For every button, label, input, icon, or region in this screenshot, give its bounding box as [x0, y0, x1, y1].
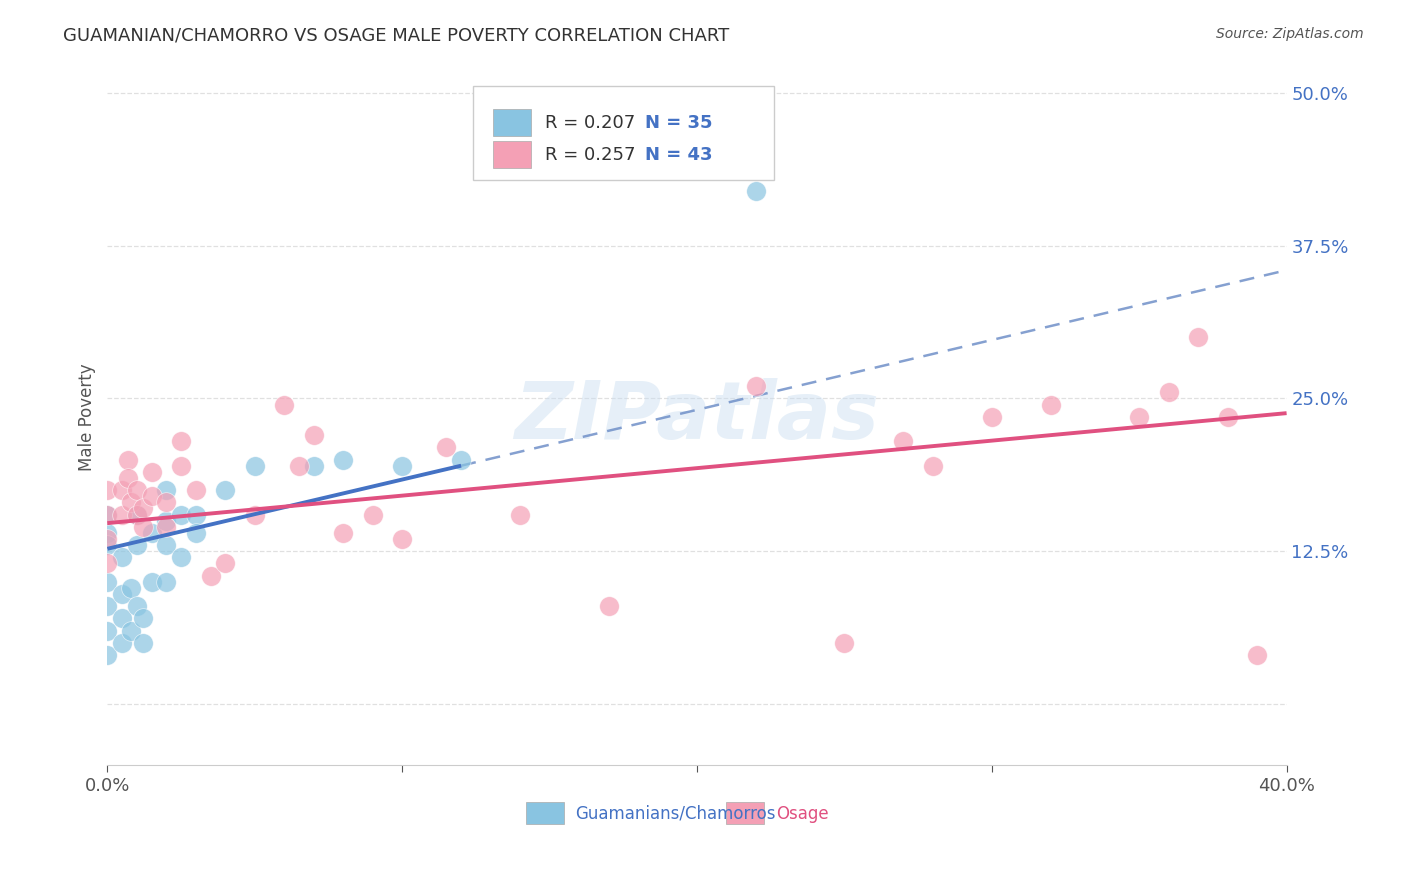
- Point: [96, 557, 118, 571]
- Point: [120, 581, 142, 595]
- Point: [111, 587, 134, 601]
- Point: [184, 525, 207, 540]
- Point: [132, 501, 155, 516]
- Point: [111, 611, 134, 625]
- Point: [111, 483, 134, 497]
- Point: [509, 508, 531, 522]
- Point: [1216, 409, 1239, 424]
- Point: [745, 184, 768, 198]
- Point: [155, 538, 177, 552]
- Point: [834, 636, 856, 650]
- Point: [1187, 330, 1209, 344]
- Point: [1128, 409, 1150, 424]
- Point: [96, 532, 118, 546]
- Point: [141, 525, 163, 540]
- Point: [288, 458, 311, 473]
- Point: [125, 538, 148, 552]
- Point: [111, 508, 134, 522]
- Point: [745, 379, 768, 393]
- Point: [96, 508, 118, 522]
- Point: [111, 636, 134, 650]
- Text: N = 43: N = 43: [645, 145, 713, 164]
- Y-axis label: Male Poverty: Male Poverty: [79, 363, 96, 471]
- Point: [302, 428, 325, 442]
- Point: [200, 568, 222, 582]
- Point: [111, 550, 134, 565]
- Point: [921, 458, 943, 473]
- Point: [141, 489, 163, 503]
- FancyBboxPatch shape: [472, 86, 773, 180]
- Point: [891, 434, 914, 449]
- Point: [96, 538, 118, 552]
- Point: [117, 452, 139, 467]
- Point: [120, 624, 142, 638]
- Point: [243, 458, 266, 473]
- Point: [96, 624, 118, 638]
- Point: [155, 495, 177, 509]
- Point: [132, 611, 155, 625]
- Point: [96, 574, 118, 589]
- Point: [117, 471, 139, 485]
- Point: [132, 636, 155, 650]
- Point: [361, 508, 384, 522]
- FancyBboxPatch shape: [526, 802, 564, 824]
- Point: [273, 398, 295, 412]
- Text: Guamanians/Chamorros: Guamanians/Chamorros: [575, 805, 776, 822]
- Point: [1039, 398, 1062, 412]
- Point: [243, 508, 266, 522]
- Point: [214, 483, 236, 497]
- Point: [170, 550, 193, 565]
- Point: [170, 458, 193, 473]
- Point: [155, 514, 177, 528]
- Point: [155, 483, 177, 497]
- Point: [155, 574, 177, 589]
- Point: [450, 452, 472, 467]
- Text: R = 0.257: R = 0.257: [546, 145, 636, 164]
- Point: [132, 520, 155, 534]
- Text: Source: ZipAtlas.com: Source: ZipAtlas.com: [1216, 27, 1364, 41]
- Text: Osage: Osage: [776, 805, 828, 822]
- Point: [302, 458, 325, 473]
- Text: GUAMANIAN/CHAMORRO VS OSAGE MALE POVERTY CORRELATION CHART: GUAMANIAN/CHAMORRO VS OSAGE MALE POVERTY…: [63, 27, 730, 45]
- Point: [125, 599, 148, 614]
- Point: [184, 508, 207, 522]
- Point: [170, 508, 193, 522]
- Point: [1157, 385, 1180, 400]
- Point: [96, 483, 118, 497]
- Point: [1246, 648, 1268, 662]
- Text: ZIPatlas: ZIPatlas: [515, 378, 880, 456]
- Point: [155, 520, 177, 534]
- Point: [184, 483, 207, 497]
- Point: [980, 409, 1002, 424]
- Point: [125, 508, 148, 522]
- Point: [170, 434, 193, 449]
- Point: [434, 441, 457, 455]
- Point: [125, 483, 148, 497]
- FancyBboxPatch shape: [727, 802, 765, 824]
- Point: [214, 557, 236, 571]
- Point: [96, 599, 118, 614]
- FancyBboxPatch shape: [494, 109, 530, 136]
- Text: R = 0.207: R = 0.207: [546, 113, 636, 131]
- Point: [141, 574, 163, 589]
- Point: [332, 452, 354, 467]
- Point: [96, 508, 118, 522]
- Point: [598, 599, 620, 614]
- Text: N = 35: N = 35: [645, 113, 713, 131]
- Point: [332, 525, 354, 540]
- Point: [120, 495, 142, 509]
- FancyBboxPatch shape: [494, 142, 530, 168]
- Point: [96, 525, 118, 540]
- Point: [125, 508, 148, 522]
- Point: [141, 465, 163, 479]
- Point: [96, 648, 118, 662]
- Point: [391, 458, 413, 473]
- Point: [391, 532, 413, 546]
